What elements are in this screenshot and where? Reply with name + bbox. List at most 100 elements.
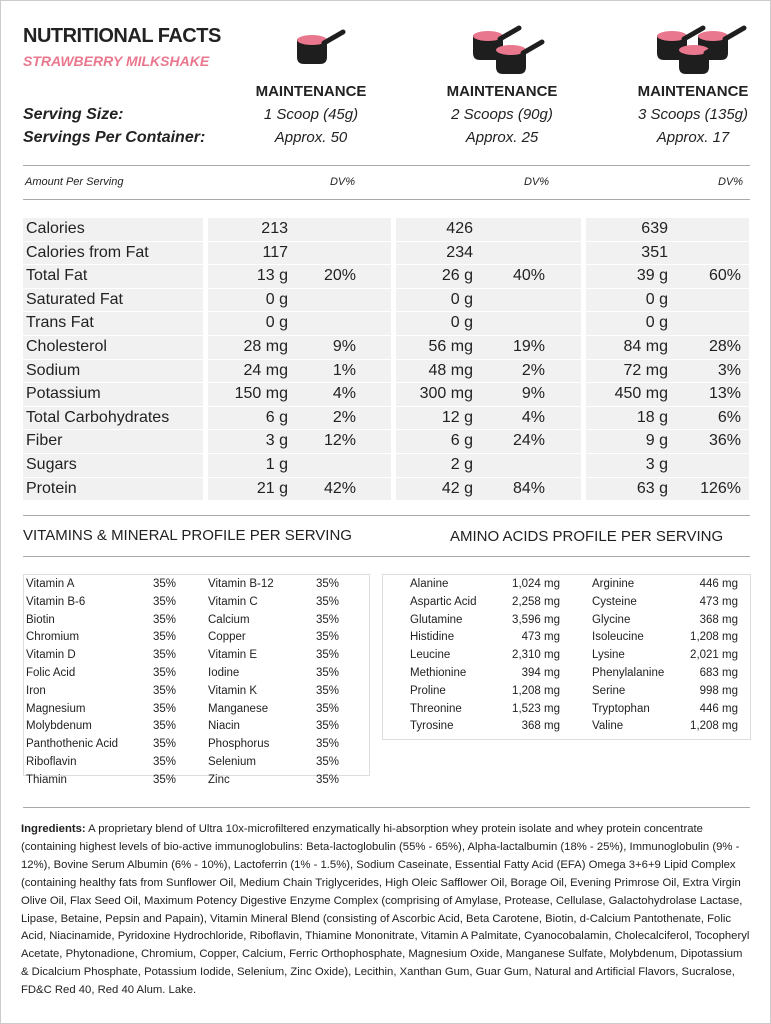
vitamins-name: Vitamin K — [208, 684, 258, 697]
row-bg — [23, 218, 203, 241]
nutrient-amount: 28 mg — [243, 338, 288, 355]
amino-value: 368 mg — [521, 720, 560, 733]
vitamins-name: Calcium — [208, 613, 250, 626]
nutrient-amount: 1 g — [265, 456, 288, 473]
vitamins-value: 35% — [316, 738, 340, 751]
nutrient-name: Calories from Fat — [26, 243, 149, 261]
vitamins-name: Vitamin A — [26, 578, 75, 590]
nutrient-amount: 42 g — [441, 479, 473, 497]
vitamins-value: 35% — [316, 773, 340, 786]
vitamins-value: 35% — [316, 631, 340, 644]
nutrient-dv: 126% — [700, 479, 741, 497]
amino-name: Tryptophan — [592, 702, 650, 715]
vitamins-name: Thiamin — [26, 773, 67, 786]
nutrient-amount: 213 — [261, 220, 288, 237]
nutrient-dv: 28% — [708, 338, 741, 355]
nutrient-amount: 72 mg — [623, 361, 668, 379]
vitamins-value: 35% — [316, 720, 340, 733]
vitamins-name: Molybdenum — [26, 720, 92, 733]
row-bg — [23, 336, 203, 359]
row-bg — [23, 241, 203, 265]
amino-value: 2,021 mg — [690, 649, 738, 662]
column-heading: MAINTENANCE — [255, 83, 367, 100]
row-bg — [23, 359, 203, 383]
vitamins-name: Magnesium — [26, 702, 86, 715]
row-bg — [396, 406, 581, 430]
vitamins-value: 35% — [153, 773, 177, 786]
row-bg — [396, 265, 581, 288]
nutrient-name: Sugars — [26, 456, 77, 473]
nutrient-dv: 42% — [323, 479, 356, 497]
nutrient-amount: 450 mg — [614, 385, 668, 403]
row-bg — [586, 430, 749, 453]
vitamins-value: 35% — [316, 578, 340, 590]
row-bg — [208, 288, 391, 312]
amino-value: 2,258 mg — [512, 595, 560, 608]
amino-name: Histidine — [410, 631, 455, 644]
nutrient-dv: 4% — [332, 385, 356, 403]
row-bg — [208, 265, 391, 288]
nutrient-dv: 84% — [512, 479, 545, 497]
nutrient-dv: 1% — [332, 361, 356, 379]
vitamins-name: Folic Acid — [26, 667, 76, 679]
nutrient-name: Potassium — [26, 385, 101, 403]
vitamins-value: 35% — [316, 595, 340, 608]
row-bg — [396, 336, 581, 359]
amino-value: 3,596 mg — [512, 613, 560, 626]
nutrient-amount: 0 g — [265, 290, 288, 308]
vitamins-name: Riboflavin — [26, 756, 77, 768]
nutrient-dv: 2% — [521, 361, 545, 379]
vitamins-name: Zinc — [208, 773, 230, 786]
row-bg — [23, 312, 203, 335]
nutrient-amount: 13 g — [256, 267, 288, 285]
ingredients-text: A proprietary blend of Ultra 10x-microfi… — [21, 823, 750, 997]
nutrient-dv: 9% — [521, 385, 545, 403]
nutrient-amount: 0 g — [645, 314, 668, 332]
amino-name: Glycine — [592, 613, 631, 626]
row-bg — [208, 336, 391, 359]
nutrient-amount: 21 g — [256, 479, 288, 497]
vitamins-value: 35% — [153, 667, 177, 679]
row-bg — [586, 336, 749, 359]
amino-value: 1,208 mg — [690, 631, 738, 644]
nutrient-name: Trans Fat — [26, 314, 94, 332]
serving-amount: 1 Scoop (45g) — [263, 106, 359, 123]
nutrient-dv: 4% — [521, 408, 545, 426]
amino-value: 1,208 mg — [690, 720, 738, 733]
row-bg — [23, 454, 203, 477]
nutrient-amount: 0 g — [450, 290, 473, 308]
amino-box — [382, 574, 751, 740]
nutrient-amount: 2 g — [450, 456, 473, 473]
nutrient-name: Total Fat — [26, 267, 88, 285]
row-bg — [586, 454, 749, 477]
nutrient-name: Cholesterol — [26, 338, 107, 355]
amount-header: Amount Per Serving — [25, 176, 124, 188]
vitamins-name: Manganese — [208, 702, 269, 715]
vitamins-name: Iron — [26, 684, 46, 697]
title: NUTRITIONAL FACTS — [23, 25, 221, 47]
vitamins-value: 35% — [316, 756, 340, 768]
nutrient-name: Calories — [26, 220, 85, 237]
nutrient-dv: 20% — [323, 267, 356, 285]
nutrient-amount: 6 g — [450, 432, 473, 450]
nutrient-amount: 300 mg — [419, 385, 473, 403]
vitamins-name: Vitamin C — [208, 595, 258, 608]
vitamins-name: Panthothenic Acid — [26, 738, 119, 751]
vitamins-value: 35% — [153, 738, 177, 751]
vitamins-value: 35% — [316, 684, 340, 697]
row-bg — [396, 241, 581, 265]
nutrient-amount: 639 — [641, 220, 668, 237]
row-bg — [208, 406, 391, 430]
vitamins-value: 35% — [153, 720, 177, 733]
row-bg — [23, 406, 203, 430]
nutrient-amount: 84 mg — [623, 338, 668, 355]
nutrient-amount: 48 mg — [428, 361, 473, 379]
vitamins-name: Iodine — [208, 667, 240, 679]
vitamins-value: 35% — [153, 595, 177, 608]
nutrient-amount: 26 g — [441, 267, 473, 285]
row-bg — [586, 288, 749, 312]
row-bg — [586, 312, 749, 335]
vitamins-title: VITAMINS & MINERAL PROFILE PER SERVING — [23, 527, 352, 544]
row-bg — [586, 241, 749, 265]
column-heading: MAINTENANCE — [446, 83, 558, 100]
